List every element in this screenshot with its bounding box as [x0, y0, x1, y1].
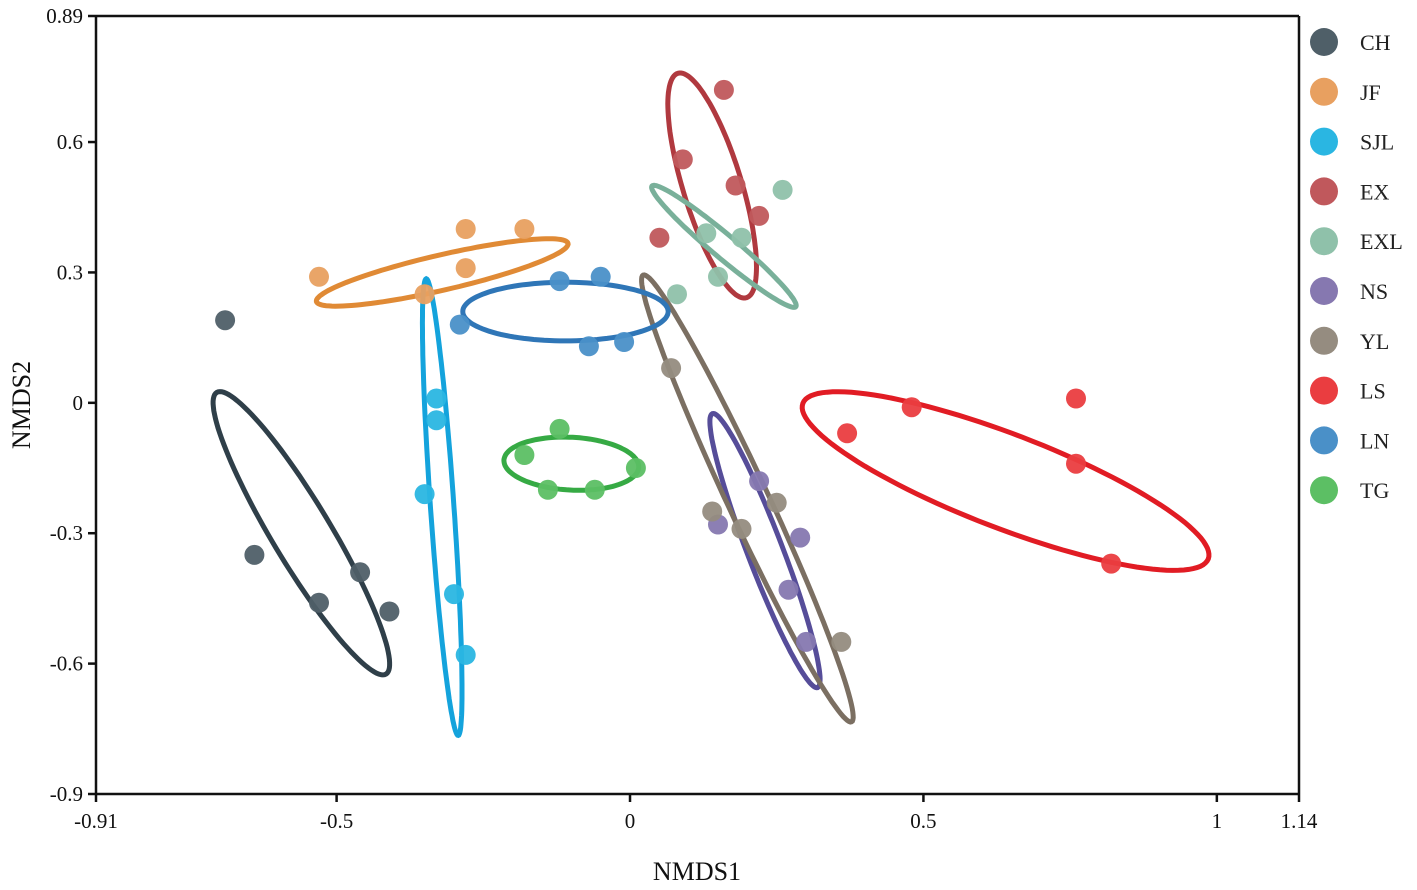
- point-yl-4: [731, 518, 752, 539]
- points-layer: [215, 79, 1122, 665]
- legend-marker-ch: [1310, 28, 1338, 56]
- point-jf-3: [455, 258, 476, 279]
- legend-marker-ls: [1310, 376, 1338, 405]
- point-jf-5: [514, 219, 535, 239]
- point-ln-4: [578, 336, 599, 357]
- legend-label-ls: LS: [1360, 379, 1386, 404]
- y-tick-label: -0.6: [50, 652, 83, 676]
- legend-marker-tg: [1310, 476, 1338, 505]
- point-ln-5: [614, 332, 635, 352]
- y-tick-label: 0: [73, 391, 84, 415]
- point-jf-2: [414, 284, 435, 305]
- point-ch-1: [215, 310, 236, 331]
- point-ns-3: [790, 527, 811, 548]
- x-tick-label: 0: [625, 809, 636, 833]
- legend-label-ns: NS: [1360, 279, 1388, 304]
- legend-marker-ln: [1310, 426, 1338, 455]
- point-tg-5: [625, 458, 646, 478]
- ellipse-ln: [460, 279, 671, 344]
- legend-label-jf: JF: [1360, 80, 1381, 105]
- y-tick-label: 0.89: [46, 4, 83, 28]
- legend-marker-yl: [1310, 326, 1338, 355]
- point-jf-4: [455, 219, 476, 239]
- point-yl-2: [702, 501, 723, 522]
- point-ex-3: [725, 175, 746, 196]
- ellipse-jf: [313, 236, 571, 309]
- axes-layer: -0.91 -0.5 0 0.5 1 1.14 0.89 0.6 0.3 0 -0.3 -0.6 -0.…: [46, 4, 1318, 833]
- legend-marker-jf: [1310, 77, 1338, 106]
- point-yl-3: [766, 492, 787, 513]
- point-ex-2: [672, 149, 693, 170]
- point-ls-3: [1066, 388, 1086, 409]
- ellipse-exl: [649, 182, 799, 310]
- legend-label-ln: LN: [1360, 428, 1389, 453]
- ellipse-sjl: [419, 275, 465, 739]
- x-tick-label: -0.5: [320, 809, 353, 833]
- point-sjl-2: [426, 410, 447, 431]
- point-sjl-4: [444, 584, 464, 605]
- x-tick-label: 0.5: [910, 809, 936, 833]
- legend-label-sjl: SJL: [1360, 130, 1394, 155]
- legend-label-ex: EX: [1360, 179, 1389, 204]
- ellipse-yl: [639, 272, 856, 725]
- ellipse-ch: [210, 389, 393, 678]
- point-yl-1: [661, 358, 682, 379]
- legend-marker-sjl: [1310, 127, 1338, 156]
- legend-marker-exl: [1310, 227, 1338, 256]
- point-ln-1: [449, 314, 470, 335]
- point-sjl-3: [414, 484, 435, 505]
- point-tg-4: [584, 479, 605, 500]
- point-ch-2: [244, 544, 265, 565]
- point-ch-5: [379, 601, 400, 622]
- point-exl-1: [772, 179, 793, 200]
- point-ls-1: [837, 423, 858, 444]
- x-tick-label: -0.91: [74, 809, 118, 833]
- y-axis-title: NMDS2: [7, 361, 36, 449]
- point-ch-3: [309, 592, 329, 613]
- point-ex-1: [713, 79, 734, 100]
- point-ex-4: [749, 205, 770, 226]
- point-jf-1: [309, 266, 329, 287]
- ellipses-layer: [210, 70, 1212, 739]
- legend-label-yl: YL: [1360, 329, 1389, 354]
- point-ln-2: [549, 271, 570, 292]
- legend-label-ch: CH: [1360, 30, 1391, 55]
- point-exl-4: [708, 266, 728, 287]
- point-ns-4: [778, 579, 799, 600]
- y-tick-label: 0.3: [57, 260, 83, 284]
- legend-label-exl: EXL: [1360, 229, 1403, 254]
- point-ns-5: [796, 631, 817, 652]
- x-tick-label: 1: [1212, 809, 1223, 833]
- point-sjl-1: [426, 388, 447, 409]
- legend-label-tg: TG: [1360, 478, 1389, 503]
- point-ls-2: [901, 397, 922, 418]
- y-tick-label: -0.3: [50, 521, 83, 545]
- point-exl-5: [667, 284, 687, 305]
- point-exl-2: [696, 223, 717, 244]
- ellipse-ex: [665, 70, 760, 301]
- point-tg-1: [549, 418, 570, 439]
- point-tg-2: [514, 445, 535, 465]
- point-sjl-5: [455, 644, 476, 665]
- legend-marker-ex: [1310, 177, 1338, 206]
- point-yl-5: [831, 631, 852, 652]
- point-tg-3: [537, 479, 558, 500]
- y-tick-label: 0.6: [57, 130, 83, 154]
- point-exl-3: [731, 227, 752, 248]
- point-ch-4: [350, 562, 371, 583]
- point-ex-5: [649, 227, 670, 248]
- point-ls-5: [1101, 553, 1122, 574]
- ellipse-ns: [707, 410, 823, 691]
- point-ln-3: [590, 266, 611, 287]
- ellipse-ls: [799, 389, 1212, 573]
- x-axis-title: NMDS1: [653, 857, 741, 886]
- point-ls-4: [1066, 453, 1086, 474]
- point-ns-1: [749, 471, 770, 492]
- legend-marker-ns: [1310, 277, 1338, 305]
- y-tick-label: -0.9: [50, 782, 83, 806]
- legend: CH JF SJL EX EXL NS YL LS LN TG: [1310, 28, 1403, 505]
- x-tick-label: 1.14: [1281, 809, 1318, 833]
